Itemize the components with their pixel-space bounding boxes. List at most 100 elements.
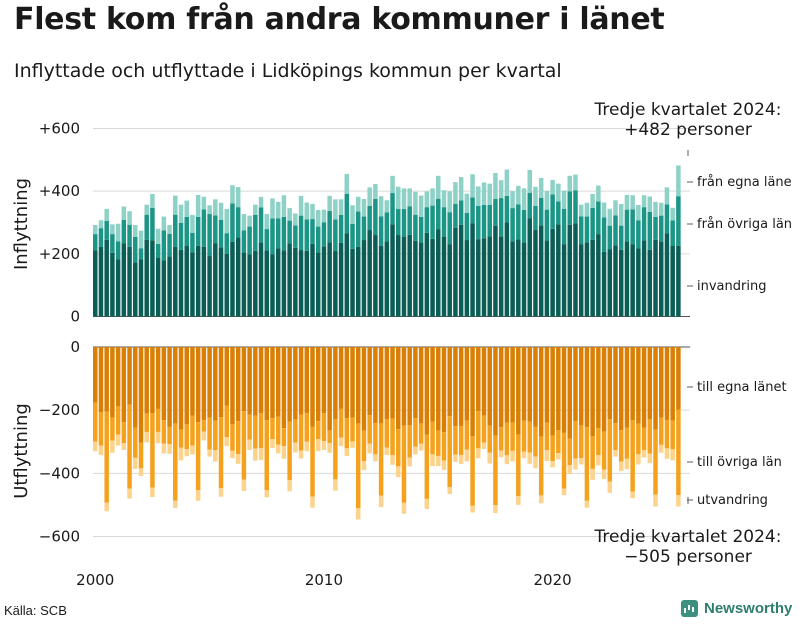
bar-segment [544, 240, 550, 317]
bar-segment [458, 455, 464, 464]
bar-segment [127, 488, 132, 499]
bar-segment [241, 479, 247, 492]
bar-segment [430, 421, 435, 455]
bar-segment [430, 205, 435, 239]
bar-segment [127, 404, 132, 489]
bar-segment [613, 200, 618, 216]
bar-segment [287, 243, 292, 317]
bar-segment [578, 244, 584, 317]
bar-segment [241, 230, 247, 253]
bar-segment [487, 347, 492, 426]
bar-segment [224, 437, 229, 447]
bar-segment [224, 233, 229, 254]
annotation-text: Tredje kvartalet 2024: [594, 527, 782, 547]
bar-segment [658, 417, 664, 445]
bar-segment [93, 250, 98, 317]
bar-segment [224, 253, 229, 317]
bar-segment [127, 246, 132, 317]
bar-segment [584, 216, 590, 243]
bar-segment [510, 208, 515, 242]
series-label: utvandring [697, 493, 768, 508]
bar-segment [161, 347, 167, 421]
bar-segment [441, 460, 447, 470]
bar-segment [167, 233, 172, 257]
annotation-text: −505 personer [624, 547, 752, 567]
bar-segment [173, 195, 178, 215]
bar-segment [544, 209, 550, 241]
bar-segment [230, 347, 235, 425]
bar-segment [207, 347, 212, 418]
bar-segment [453, 182, 458, 205]
labels: från egna läne från övriga län invandring T… [594, 100, 793, 567]
series-label: från övriga län [697, 217, 792, 232]
bar-segment [550, 347, 555, 436]
bar-segment [470, 223, 475, 317]
bar-segment [516, 204, 521, 240]
bar-segment [144, 347, 149, 414]
bar-segment [430, 238, 435, 317]
bar-segment [315, 209, 321, 227]
bar-segment [247, 226, 252, 255]
bar-segment [676, 347, 681, 410]
bar-segment [281, 347, 287, 429]
bar-segment [573, 347, 578, 422]
bar-segment [464, 347, 470, 421]
series-label: invandring [697, 279, 766, 294]
bar-segment [110, 347, 115, 418]
bar-segment [178, 429, 184, 448]
bar-segment [93, 225, 98, 235]
newsworthy-logo[interactable]: Newsworthy [681, 600, 792, 617]
bar-segment [281, 195, 287, 217]
bar-segment [584, 202, 590, 217]
bar-segment [418, 347, 424, 424]
bar-segment [167, 225, 172, 234]
bar-segment [230, 424, 235, 451]
bar-segment [281, 216, 287, 251]
bar-segment [590, 207, 595, 240]
bar-segment [361, 199, 367, 217]
bar-segment [98, 347, 104, 413]
bar-segment [287, 347, 292, 422]
bar-segment [201, 196, 207, 210]
bar-segment [133, 427, 138, 458]
bar-segment [275, 201, 281, 219]
bar-segment [533, 456, 538, 469]
bar-segment [636, 220, 641, 249]
newsworthy-chart-icon [681, 600, 698, 617]
bar-segment [93, 347, 98, 403]
bar-segment [121, 243, 127, 317]
bar-segment [344, 193, 350, 234]
y-tick-label: −600 [39, 527, 80, 545]
bar-segment [304, 202, 310, 220]
bar-segment [373, 423, 378, 455]
bar-segment [264, 229, 270, 251]
bar-segment [304, 219, 310, 251]
bar-segment [504, 195, 510, 223]
bar-segment [133, 236, 138, 263]
bar-segment [207, 417, 212, 450]
bar-segment [310, 426, 315, 497]
bar-segment [664, 204, 670, 234]
bar-segment [367, 230, 372, 317]
bar-segment [378, 347, 384, 424]
bar-segment [235, 237, 241, 317]
bar-segment [453, 454, 458, 462]
bar-segment [498, 180, 504, 199]
bar-segment [544, 190, 550, 210]
bar-segment [436, 175, 441, 199]
bar-segment [607, 347, 613, 420]
bar-segment [516, 434, 521, 497]
bar-segment [178, 347, 184, 430]
bar-segment [538, 495, 544, 504]
bar-segment [264, 347, 270, 421]
bar-segment [590, 468, 595, 480]
bar-segment [138, 230, 144, 249]
bar-segment [618, 225, 624, 250]
bar-segment [424, 434, 430, 499]
bar-segment [373, 235, 378, 317]
bar-segment [418, 242, 424, 317]
bar-segment [516, 347, 521, 435]
bar-segment [618, 461, 624, 472]
bar-segment [127, 347, 132, 405]
bar-segment [436, 347, 441, 431]
